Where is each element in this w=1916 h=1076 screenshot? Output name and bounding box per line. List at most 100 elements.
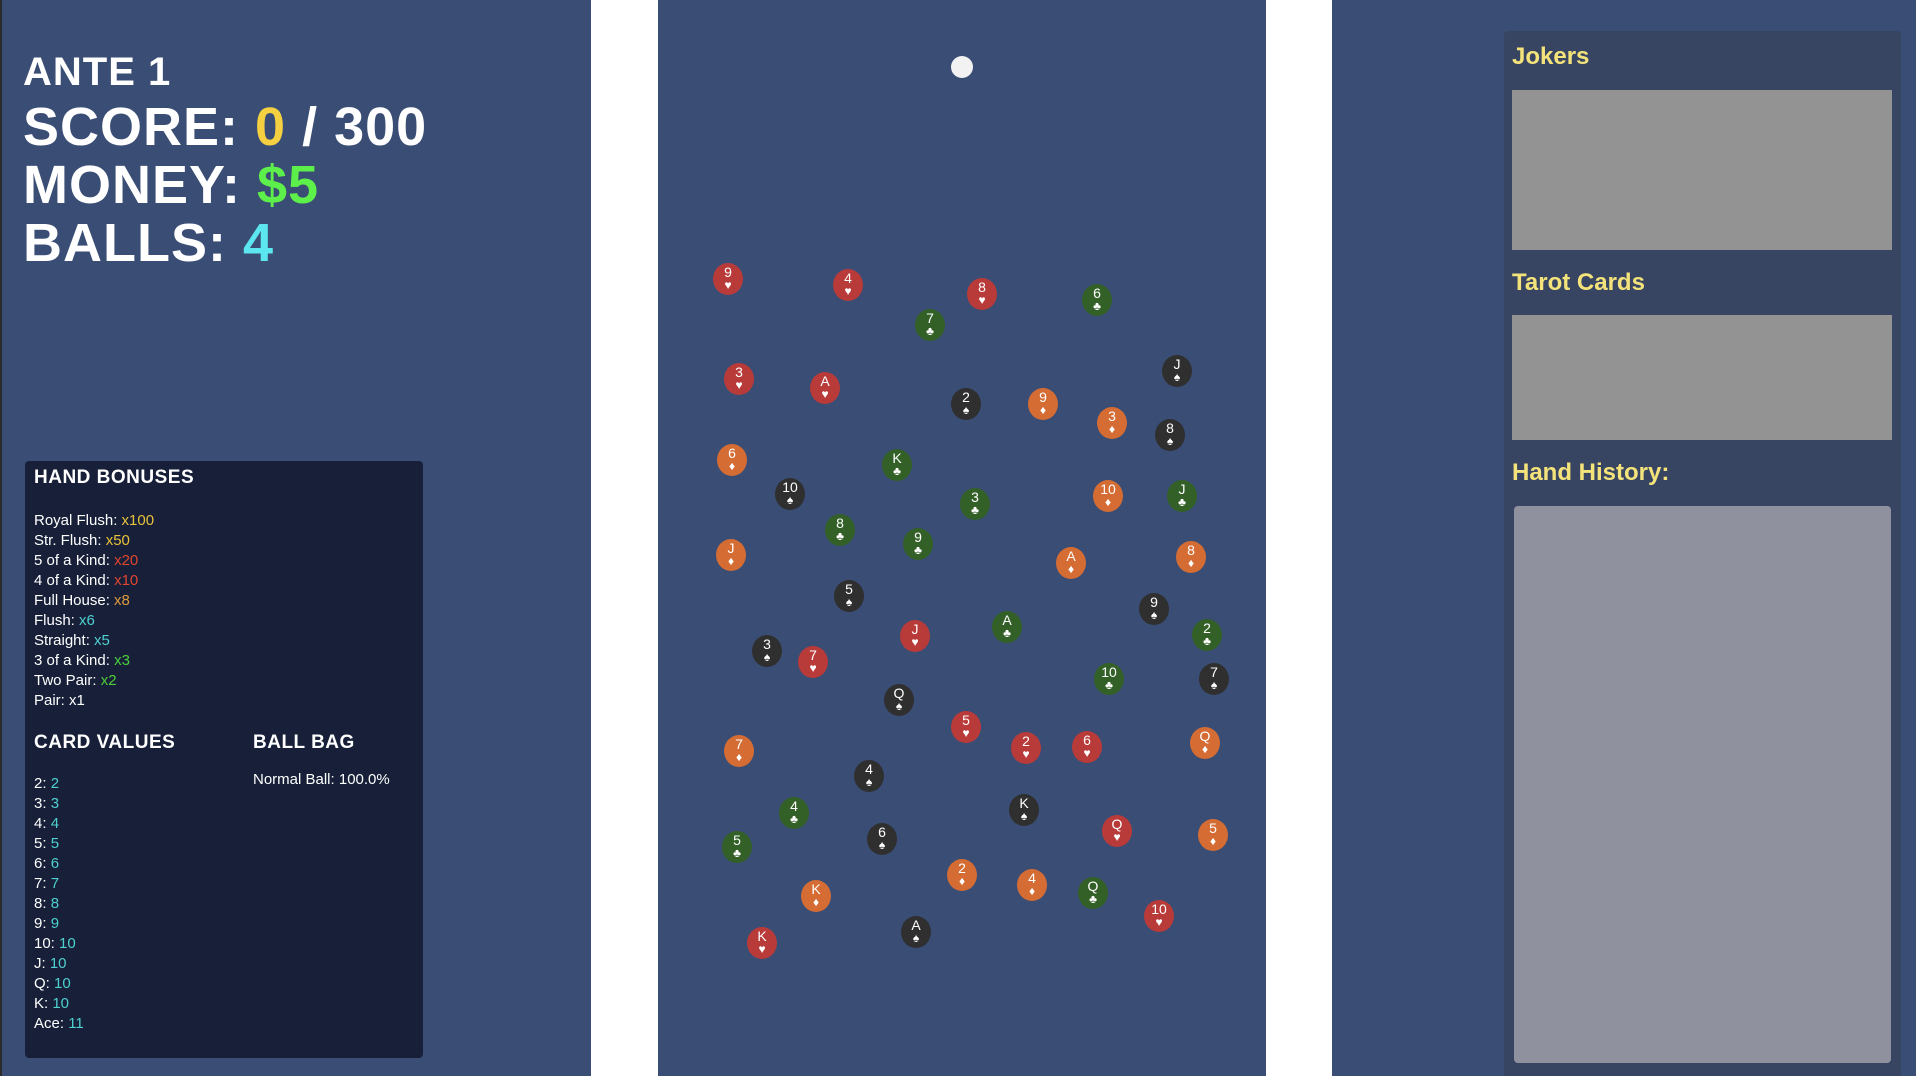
spades-suit-icon: ♠ bbox=[1173, 370, 1181, 384]
clubs-suit-icon: ♣ bbox=[1203, 634, 1211, 648]
hand-history-list[interactable] bbox=[1514, 506, 1891, 1063]
card-value: 2 bbox=[50, 775, 60, 792]
spades-suit-icon: ♠ bbox=[962, 403, 970, 417]
hand-name: Str. Flush: bbox=[34, 532, 106, 549]
card-value-row: 6: 6 bbox=[34, 854, 84, 874]
clubs-suit-icon: ♣ bbox=[914, 543, 922, 557]
chip-hearts-7: 7 ♥ bbox=[798, 646, 828, 678]
card-value: 10 bbox=[54, 975, 71, 992]
diamonds-suit-icon: ♦ bbox=[727, 554, 735, 568]
card-value-row: 7: 7 bbox=[34, 874, 84, 894]
chip-diamonds-5: 5 ♦ bbox=[1198, 819, 1228, 851]
chip-rank: 3 bbox=[1108, 408, 1116, 424]
hand-bonus-row: Pair: x1 bbox=[34, 691, 154, 711]
hand-name: Pair: bbox=[34, 692, 70, 709]
chip-rank: 5 bbox=[1209, 820, 1217, 836]
card-value-row: J: 10 bbox=[34, 954, 84, 974]
chip-rank: J bbox=[1178, 481, 1186, 497]
clubs-suit-icon: ♣ bbox=[1105, 678, 1113, 692]
hand-multiplier: x3 bbox=[114, 652, 130, 669]
hand-bonus-row: Full House: x8 bbox=[34, 591, 154, 611]
hand-name: Two Pair: bbox=[34, 672, 101, 689]
hand-bonus-row: Flush: x6 bbox=[34, 611, 154, 631]
tarot-slot-area[interactable] bbox=[1512, 315, 1892, 440]
chip-clubs-2: 2 ♣ bbox=[1192, 619, 1222, 651]
card-values-list: 2: 2 3: 3 4: 4 5: 5 6: 6 7: 7 8: 8 9: 9 10: 10 J:… bbox=[34, 774, 84, 1034]
card-value-row: 10: 10 bbox=[34, 934, 84, 954]
spades-suit-icon: ♠ bbox=[895, 699, 903, 713]
clubs-suit-icon: ♣ bbox=[790, 812, 798, 826]
chip-rank: 6 bbox=[1093, 285, 1101, 301]
chip-rank: 3 bbox=[763, 636, 771, 652]
card-values-title: CARD VALUES bbox=[34, 732, 176, 753]
chip-diamonds-Q: Q ♦ bbox=[1190, 727, 1220, 759]
hearts-suit-icon: ♥ bbox=[978, 293, 986, 307]
card-rank: 7: bbox=[34, 875, 51, 892]
chip-rank: 4 bbox=[790, 798, 798, 814]
chip-rank: 9 bbox=[724, 264, 732, 280]
spades-suit-icon: ♠ bbox=[763, 650, 771, 664]
diamonds-suit-icon: ♦ bbox=[958, 874, 966, 888]
chip-rank: A bbox=[1002, 612, 1012, 628]
chip-clubs-4: 4 ♣ bbox=[779, 797, 809, 829]
card-rank: 9: bbox=[34, 915, 51, 932]
score-value: 0 bbox=[255, 97, 287, 157]
card-value: 4 bbox=[50, 815, 60, 832]
chip-clubs-K: K ♣ bbox=[882, 449, 912, 481]
hand-bonus-row: Two Pair: x2 bbox=[34, 671, 154, 691]
chip-diamonds-2: 2 ♦ bbox=[947, 859, 977, 891]
chip-rank: 7 bbox=[735, 736, 743, 752]
diamonds-suit-icon: ♦ bbox=[1104, 495, 1112, 509]
spades-suit-icon: ♠ bbox=[878, 838, 886, 852]
chip-rank: Q bbox=[893, 685, 905, 701]
hand-multiplier: x50 bbox=[105, 532, 130, 549]
hand-name: Straight: bbox=[34, 632, 95, 649]
chip-diamonds-4: 4 ♦ bbox=[1017, 869, 1047, 901]
chip-rank: A bbox=[1066, 548, 1076, 564]
chip-diamonds-10: 10 ♦ bbox=[1093, 480, 1123, 512]
card-rank: K: bbox=[34, 995, 53, 1012]
card-value-row: 9: 9 bbox=[34, 914, 84, 934]
chip-spades-K: K ♠ bbox=[1009, 794, 1039, 826]
card-value: 10 bbox=[52, 995, 70, 1012]
chip-spades-J: J ♠ bbox=[1162, 355, 1192, 387]
info-box: HAND BONUSES Royal Flush: x100 Str. Flush… bbox=[25, 461, 423, 1058]
spades-suit-icon: ♠ bbox=[1166, 434, 1174, 448]
chip-rank: 2 bbox=[962, 389, 970, 405]
chip-rank: 8 bbox=[978, 279, 986, 295]
chip-diamonds-8: 8 ♦ bbox=[1176, 541, 1206, 573]
plinko-board[interactable] bbox=[658, 0, 1266, 1076]
chip-rank: 6 bbox=[878, 824, 886, 840]
chip-rank: K bbox=[892, 450, 902, 466]
chip-rank: 7 bbox=[1210, 664, 1218, 680]
jokers-slot-area[interactable] bbox=[1512, 90, 1892, 250]
chip-rank: 10 bbox=[1151, 901, 1167, 917]
chip-rank: 9 bbox=[1150, 594, 1158, 610]
inventory-panel: Jokers Tarot Cards Hand History: bbox=[1504, 31, 1901, 1076]
chip-rank: 8 bbox=[1166, 420, 1174, 436]
chip-hearts-2: 2 ♥ bbox=[1011, 732, 1041, 764]
chip-diamonds-A: A ♦ bbox=[1056, 547, 1086, 579]
chip-rank: 8 bbox=[836, 515, 844, 531]
card-value: 8 bbox=[50, 895, 60, 912]
hearts-suit-icon: ♥ bbox=[844, 284, 852, 298]
card-value: 3 bbox=[50, 795, 60, 812]
chip-clubs-9: 9 ♣ bbox=[903, 528, 933, 560]
chip-rank: Q bbox=[1087, 878, 1099, 894]
hearts-suit-icon: ♥ bbox=[1083, 746, 1091, 760]
money-display: MONEY: $5 bbox=[23, 154, 319, 216]
chip-rank: 5 bbox=[733, 832, 741, 848]
card-rank: 4: bbox=[34, 815, 51, 832]
hand-bonus-row: Royal Flush: x100 bbox=[34, 511, 154, 531]
card-value: 7 bbox=[50, 875, 60, 892]
chip-rank: 6 bbox=[1083, 732, 1091, 748]
hand-multiplier: x2 bbox=[100, 672, 117, 689]
chip-rank: 7 bbox=[809, 647, 817, 663]
hand-bonus-row: 3 of a Kind: x3 bbox=[34, 651, 154, 671]
hand-name: 4 of a Kind: bbox=[34, 572, 115, 589]
chip-spades-Q: Q ♠ bbox=[884, 684, 914, 716]
chip-clubs-Q: Q ♣ bbox=[1078, 877, 1108, 909]
card-rank: 3: bbox=[34, 795, 51, 812]
hand-bonuses-title: HAND BONUSES bbox=[34, 467, 195, 488]
money-value: $5 bbox=[257, 155, 320, 215]
